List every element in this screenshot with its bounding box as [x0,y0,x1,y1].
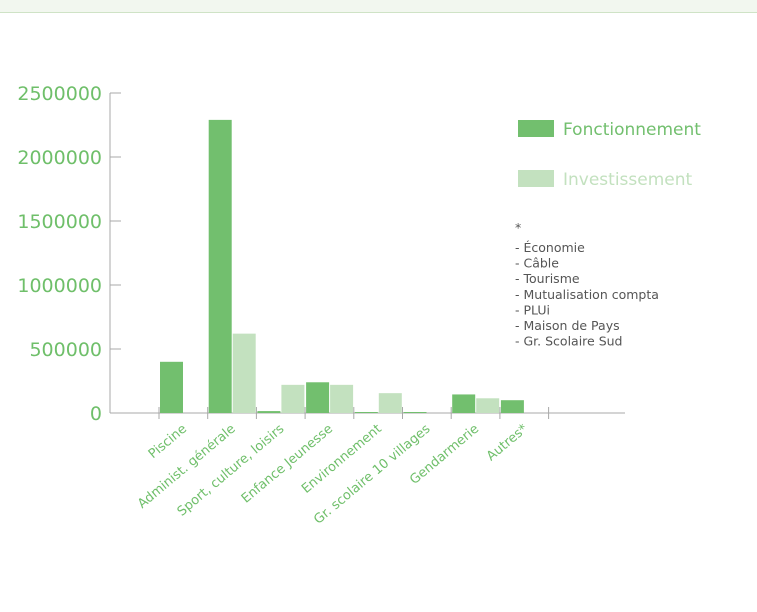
top-band [0,0,757,13]
bar-fonctionnement [160,361,183,413]
footnote-item: - Économie [515,240,585,255]
bar-fonctionnement [354,412,378,413]
footnote-item: - Tourisme [515,271,580,286]
chart-bars [160,119,524,413]
bar-fonctionnement [500,400,524,413]
footnote-item: - Mutualisation compta [515,287,659,302]
y-tick-label: 1000000 [17,275,102,297]
y-tick-label: 500000 [29,339,102,361]
bar-fonctionnement [257,411,281,413]
legend-label: Fonctionnement [563,120,701,140]
bar-investissement [330,384,354,413]
x-tick-label: Enfance Jeunesse [239,422,336,507]
bar-fonctionnement [306,382,330,413]
y-tick-label: 1500000 [17,211,102,233]
y-axis-ticks: 0 500000 1000000 1500000 2000000 2500000 [17,83,121,425]
x-tick-label: Piscine [146,422,190,462]
y-tick-label: 2500000 [17,83,102,105]
bar-investissement [232,333,256,413]
bar-fonctionnement [403,412,427,413]
footnote-item: - Gr. Scolaire Sud [515,334,623,349]
footnote-list: * - Économie- Câble- Tourisme- Mutualisat… [515,220,659,349]
bar-investissement [281,384,305,413]
bar-fonctionnement [208,119,232,413]
bar-fonctionnement [452,394,476,413]
chart-legend: Fonctionnement Investissement [518,120,701,190]
legend-label: Investissement [563,170,693,190]
legend-swatch [518,170,554,187]
x-tick-label: Autres* [484,421,531,464]
footnote-item: - PLUi [515,302,550,317]
footnote-asterisk: * [515,220,521,235]
bar-investissement [476,398,500,413]
y-tick-label: 0 [90,403,102,425]
legend-swatch [518,120,554,137]
y-tick-label: 2000000 [17,147,102,169]
footnote-item: - Câble [515,256,559,271]
bar-investissement [378,393,402,413]
footnote-item: - Maison de Pays [515,318,620,333]
